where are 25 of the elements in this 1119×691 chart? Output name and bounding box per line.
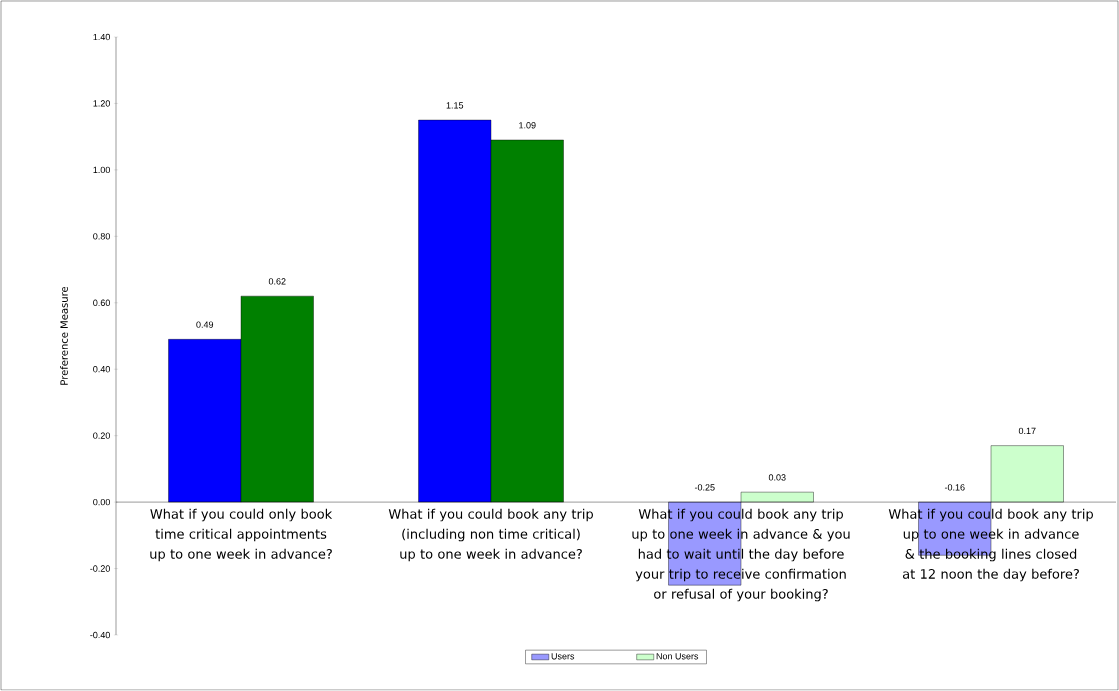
y-tick-label: 0.20 [93,432,110,439]
y-tick-label: 0.40 [93,366,110,373]
y-axis-title: Preference Measure [60,286,68,385]
x-tick-label: What if you could book any trip up to one week in advance & you had to wait until the day before your trip to receive confirmation or refusal of your booking? [632,508,850,602]
x-tick-label: What if you could only book time critical appointments up to one week in advance? [150,508,333,562]
x-tick-label: What if you could book any trip up to one week in advance & the booking lines closed at 12 noon the day before? [888,508,1093,582]
data-label: 0.03 [768,474,786,481]
data-label: 0.17 [1018,427,1036,435]
data-label: 1.09 [519,122,536,129]
y-tick-label: 0.00 [93,498,110,506]
data-label: 0.49 [196,321,214,328]
legend-label: Non Users [656,653,699,660]
data-label: 0.62 [268,278,286,285]
y-tick-label: -0.20 [90,565,110,572]
data-label: 1.15 [446,102,464,109]
data-label: -0.25 [694,484,715,491]
y-tick-label: 1.40 [93,33,110,41]
y-tick-label: 0.60 [93,299,110,306]
data-label: -0.16 [944,484,965,491]
y-tick-label: 0.80 [93,233,110,240]
y-tick-label: 1.20 [93,100,110,107]
y-tick-label: 1.00 [93,166,110,174]
x-tick-label: What if you could book any trip (including non time critical) up to one week in advance? [388,508,593,562]
y-tick-label: -0.40 [90,631,110,639]
legend-label: Users [551,653,575,660]
